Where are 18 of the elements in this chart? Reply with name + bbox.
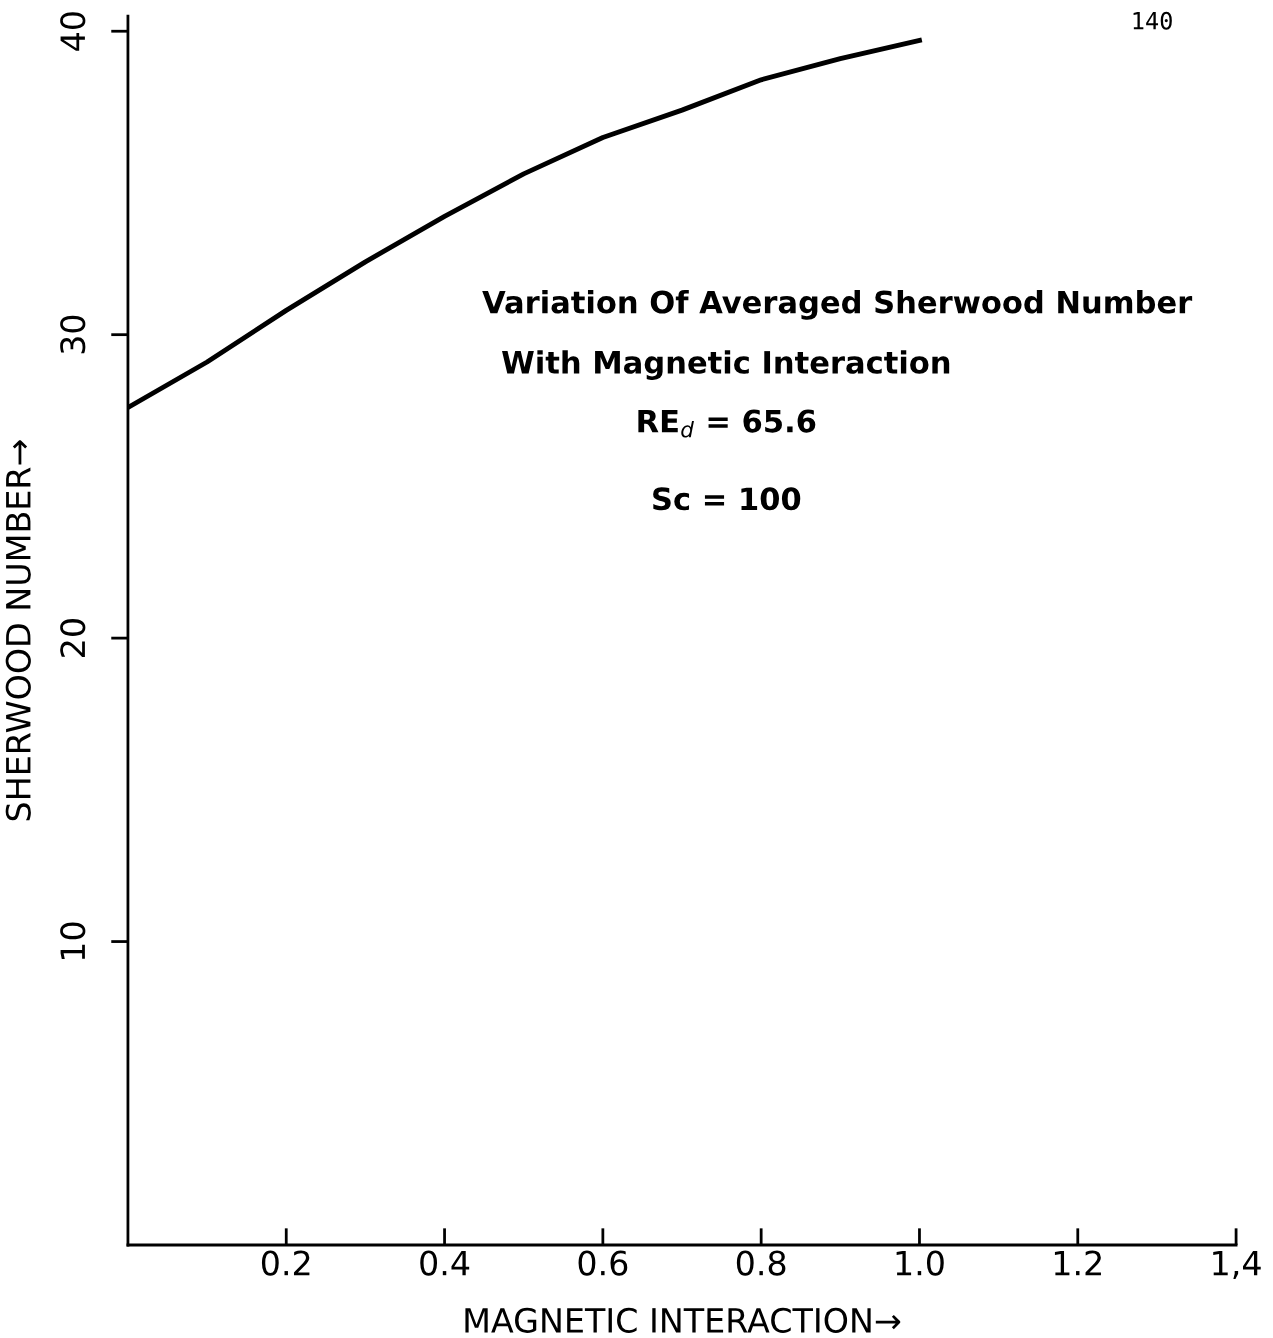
y-axis-title: SHERWOOD NUMBER→ [5, 440, 31, 821]
x-tick-label: 1.2 [1054, 1250, 1101, 1276]
annotation: 140 [1133, 11, 1172, 30]
x-tick-label: 0.8 [736, 1250, 786, 1276]
y-tick-label: 10 [60, 922, 86, 960]
y-tick-label: 40 [60, 12, 86, 51]
x-axis-title: MAGNETIC INTERACTION→ [465, 1307, 901, 1333]
x-tick-label: 0.4 [420, 1250, 470, 1276]
x-tick-label: 1.0 [896, 1250, 944, 1276]
x-tick-label: 0.6 [578, 1250, 628, 1276]
annotation: With Magnetic Interaction [502, 350, 950, 380]
x-tick-label: 0.2 [261, 1250, 310, 1276]
x-tick-label: 1,4 [1213, 1250, 1261, 1280]
annotation: RE$_{d}$ = 65.6 [638, 409, 816, 438]
y-tick-label: 30 [60, 315, 86, 354]
y-tick-label: 20 [60, 619, 86, 657]
annotation: Variation Of Averaged Sherwood Number [482, 289, 1193, 320]
annotation: Sc = 100 [653, 487, 801, 511]
